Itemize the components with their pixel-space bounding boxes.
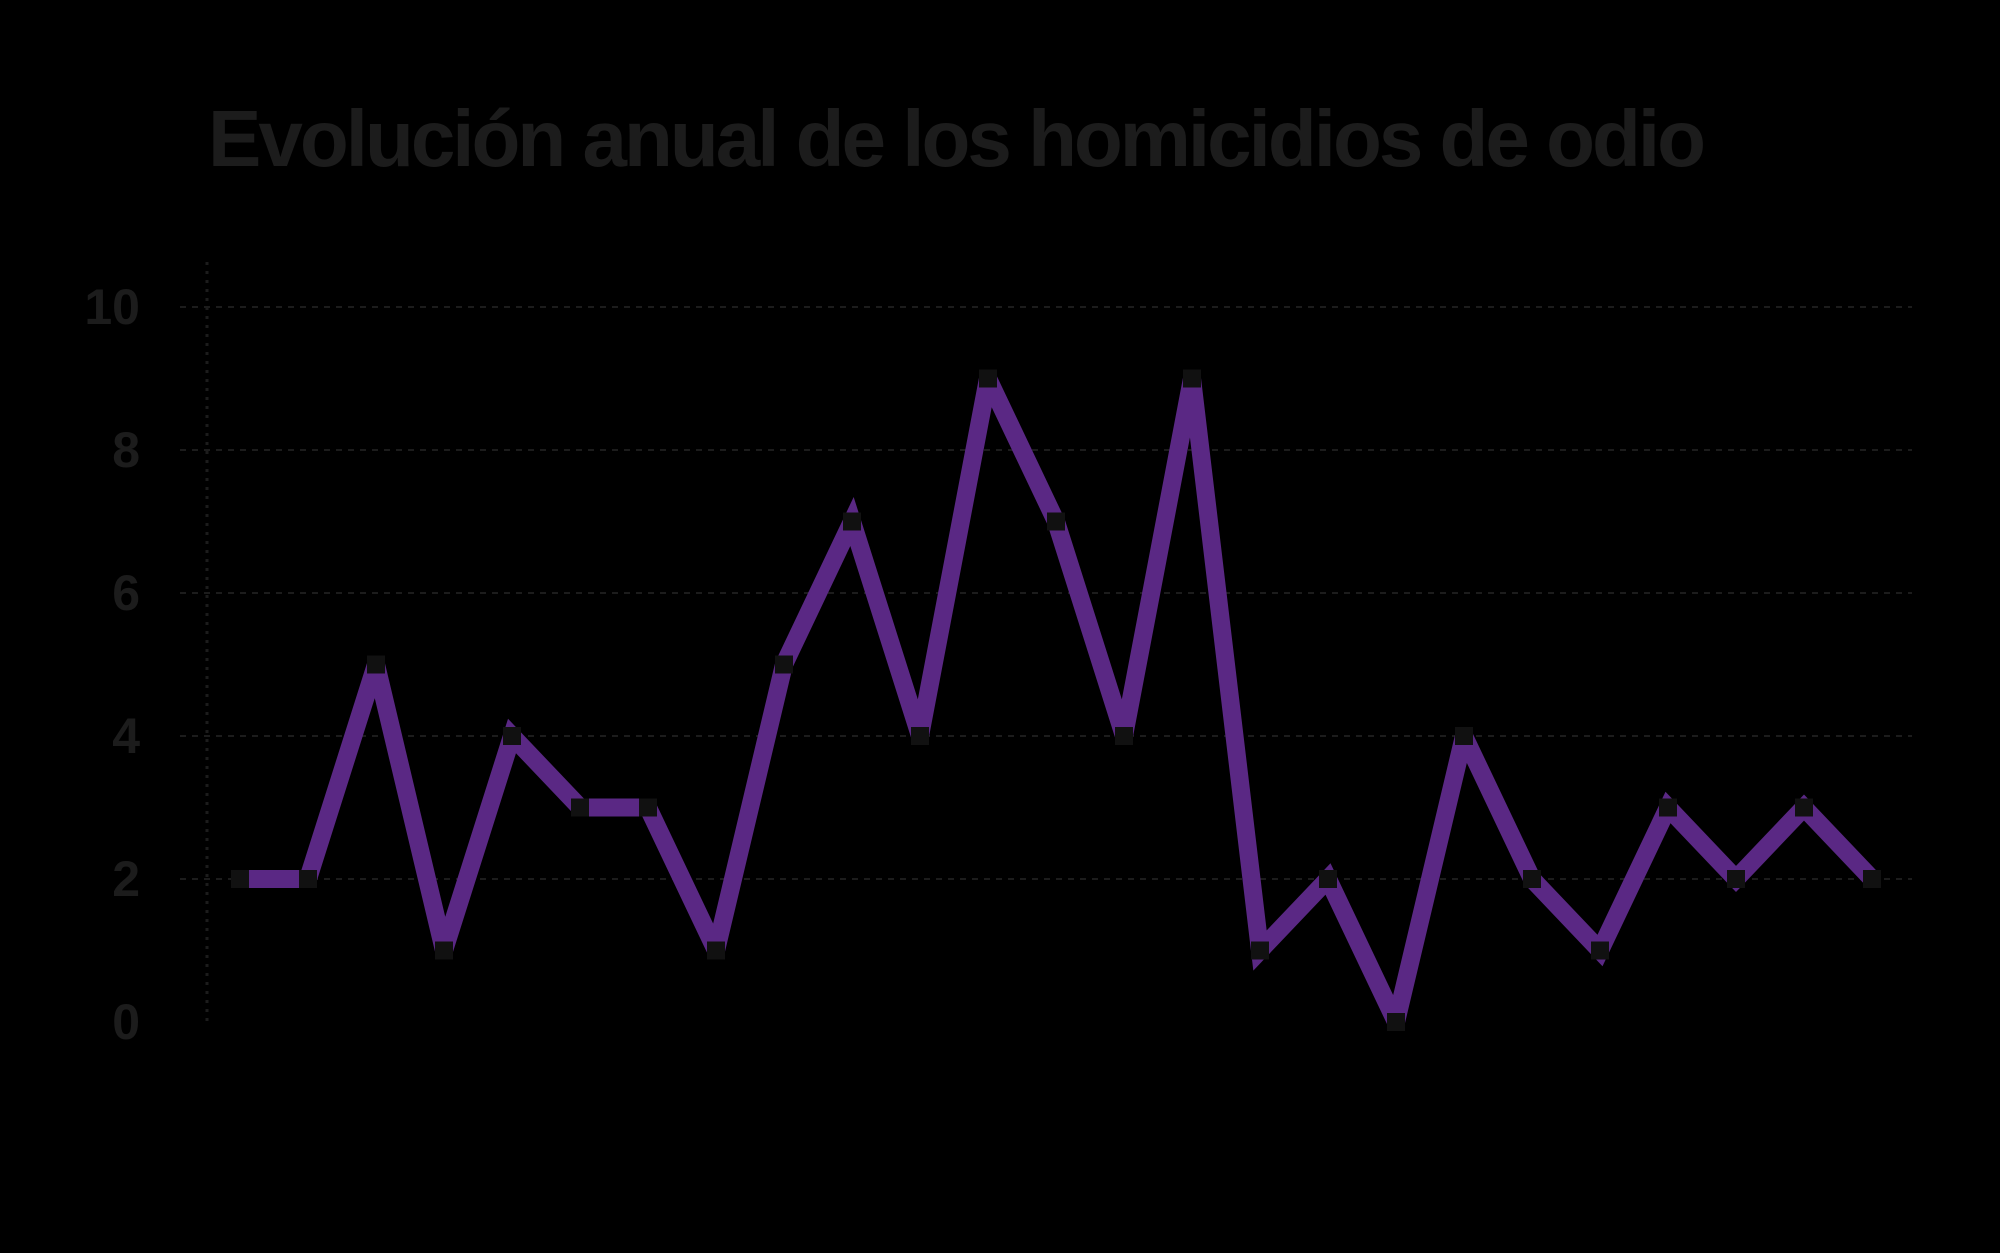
data-point (1795, 798, 1813, 817)
data-point (1455, 727, 1473, 745)
y-tick-label: 10 (84, 279, 140, 335)
data-point (1523, 870, 1541, 888)
data-point (1727, 870, 1745, 888)
y-tick-label: 2 (112, 851, 140, 907)
data-point (1183, 369, 1201, 388)
series-line (240, 374, 1879, 1026)
y-tick-label: 4 (112, 708, 140, 764)
y-tick-label: 8 (112, 422, 140, 478)
data-point (979, 369, 997, 388)
data-point (435, 941, 453, 960)
data-point (1659, 798, 1677, 817)
data-point (707, 941, 725, 960)
data-point (571, 798, 589, 817)
data-point (775, 655, 793, 674)
data-point (639, 798, 657, 817)
data-point (299, 870, 317, 888)
data-point (1319, 870, 1337, 888)
chart-title: Evolución anual de los homicidios de odi… (208, 94, 1703, 183)
y-tick-label: 0 (112, 994, 140, 1050)
data-point (1115, 727, 1133, 745)
data-point (911, 727, 929, 745)
y-tick-label: 6 (112, 565, 140, 621)
data-point (1591, 941, 1609, 960)
data-point (503, 727, 521, 745)
data-point (1251, 941, 1269, 960)
data-point (1047, 512, 1065, 531)
data-point (1387, 1013, 1405, 1031)
data-point (367, 655, 385, 674)
data-point (843, 512, 861, 531)
data-point (1863, 870, 1881, 888)
data-point (231, 870, 249, 888)
